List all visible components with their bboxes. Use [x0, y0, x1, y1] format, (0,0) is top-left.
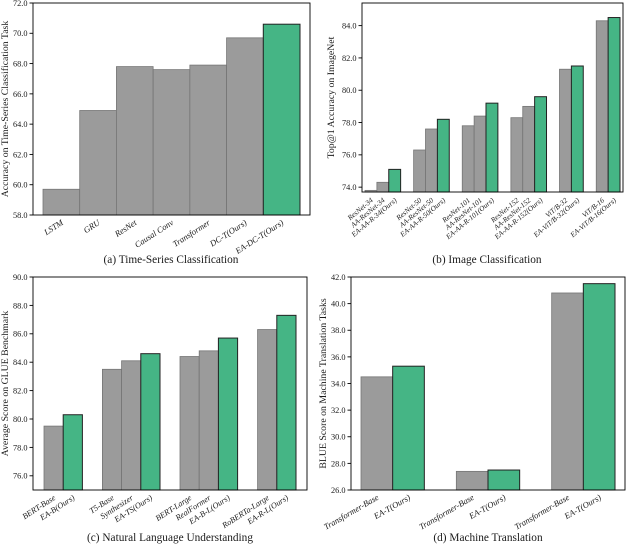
bar-aa-resnet-101: [473, 115, 487, 193]
bar-ea-aa-r-101-ours-: [485, 102, 499, 193]
bar-ea-aa-r-34-ours-: [388, 168, 402, 193]
chart-d-svg: 26.0 28.0 30.0 32.0 34.0 36.0 38.0 40.0 42.0 BLUE…: [318, 273, 626, 532]
y-tick-label: 88.0: [13, 301, 28, 310]
y-tick-label: 80.0: [13, 415, 28, 424]
y-tick-label: 80.0: [342, 86, 357, 95]
y-axis-label: Average Score on GLUE Benchmark: [0, 311, 11, 457]
bar-ea-t-ours-: [392, 365, 425, 491]
bar-vit-b-32: [559, 68, 572, 193]
y-tick-label: 84.0: [342, 22, 357, 31]
y-tick-label: 90.0: [13, 274, 28, 282]
bar-dc-t-ours-: [226, 37, 264, 216]
y-tick-label: 26.0: [331, 486, 346, 495]
bar-causal-conv: [152, 69, 191, 216]
bar-lstm: [42, 188, 81, 216]
bar-ea-b-l-ours-: [217, 337, 239, 491]
y-tick-label: 82.0: [13, 387, 28, 396]
chart-machine-translation: 26.0 28.0 30.0 32.0 34.0 36.0 38.0 40.0 42.0 BLUE…: [315, 273, 630, 548]
y-axis-label: Accuracy on Time-Series Classification T…: [0, 21, 11, 198]
y-tick-label: 34.0: [331, 379, 346, 388]
y-tick-label: 78.0: [342, 118, 357, 127]
chart-c-svg: 76.0 78.0 80.0 82.0 84.0 86.0 88.0 90.0 Average …: [0, 273, 308, 531]
bar-roberta-large: [257, 329, 278, 491]
chart-nlu-caption: (c) Natural Language Understanding: [87, 532, 253, 544]
y-tick-label: 42.0: [331, 274, 346, 282]
y-tick-label: 78.0: [13, 443, 28, 452]
y-axis-label: BLUE Score on Machine Translation Tasks: [318, 298, 329, 468]
y-tick-label: 38.0: [331, 326, 346, 335]
y-tick-label: 74.0: [342, 183, 357, 192]
bar-ea-aa-r-50-ours-: [436, 118, 450, 193]
y-tick-label: 84.0: [13, 358, 28, 367]
bar-aa-resnet-50: [425, 128, 438, 193]
chart-nlu: 76.0 78.0 80.0 82.0 84.0 86.0 88.0 90.0 Average …: [0, 273, 315, 548]
bar-ea-t-ours-: [582, 283, 616, 491]
bar-aa-resnet-34: [376, 181, 390, 193]
bar-bert-base: [43, 425, 64, 491]
bar-resnet: [116, 66, 154, 216]
x-tick-label: GRU: [82, 217, 103, 235]
y-tick-label: 60.0: [13, 181, 28, 190]
chart-nlu-plot: 76.0 78.0 80.0 82.0 84.0 86.0 88.0 90.0 Average …: [0, 273, 315, 548]
y-tick-label: 76.0: [13, 472, 28, 481]
y-tick-label: 68.0: [13, 59, 28, 68]
axes-frame: [32, 2, 311, 216]
bar-ea-t-ours-: [487, 469, 521, 491]
y-tick-label: 62.0: [13, 150, 28, 159]
bar-synthesizer: [121, 360, 142, 491]
y-tick-label: 40.0: [331, 300, 346, 309]
x-tick-label: ResNet: [112, 217, 139, 239]
bar-transformer-base: [360, 376, 394, 491]
bar-resnet-101: [461, 125, 475, 193]
axes-frame: [32, 276, 308, 491]
bar-realformer: [198, 350, 219, 491]
y-tick-label: 64.0: [13, 120, 28, 129]
y-tick-label: 76.0: [342, 151, 357, 160]
chart-image-classification: 74.0 76.0 78.0 80.0 82.0 84.0 Top@1 Accuracy o…: [315, 0, 630, 274]
chart-image-classification-caption: (b) Image Classification: [432, 254, 542, 266]
y-tick-label: 70.0: [13, 29, 28, 38]
y-axis-label: Top@1 Accuracy on ImageNet: [326, 36, 337, 158]
bar-ea-dc-t-ours-: [262, 23, 301, 216]
bar-aa-resnet-152: [522, 105, 536, 193]
chart-image-classification-plot: 74.0 76.0 78.0 80.0 82.0 84.0 Top@1 Accuracy o…: [315, 0, 630, 274]
chart-time-series: 58.0 60.0 62.0 64.0 66.0 68.0 70.0 72.0 Accuracy…: [0, 0, 315, 274]
y-tick-label: 32.0: [331, 406, 346, 415]
bar-ea-b-ours-: [62, 414, 83, 491]
chart-time-series-plot: 58.0 60.0 62.0 64.0 66.0 68.0 70.0 72.0 Accuracy…: [0, 0, 315, 274]
bar-t5-base: [102, 368, 123, 491]
bar-gru: [79, 110, 117, 216]
axes-frame: [361, 2, 624, 193]
y-tick-label: 58.0: [13, 211, 28, 220]
chart-machine-translation-caption: (d) Machine Translation: [433, 532, 543, 544]
chart-machine-translation-plot: 26.0 28.0 30.0 32.0 34.0 36.0 38.0 40.0 42.0 BLUE…: [315, 273, 630, 548]
bar-ea-r-l-ours-: [276, 314, 297, 491]
bar-resnet-152: [510, 117, 524, 193]
bar-vit-b-16: [595, 20, 609, 193]
bar-transformer: [189, 64, 227, 216]
y-tick-label: 86.0: [13, 330, 28, 339]
y-tick-label: 36.0: [331, 353, 346, 362]
chart-time-series-caption: (a) Time-Series Classification: [103, 254, 239, 266]
y-tick-label: 28.0: [331, 459, 346, 468]
bar-transformer-base: [455, 470, 489, 491]
bar-ea-ts-ours-: [140, 353, 161, 491]
y-tick-label: 82.0: [342, 54, 357, 63]
chart-b-svg: 74.0 76.0 78.0 80.0 82.0 84.0 Top@1 Accuracy o…: [326, 2, 624, 242]
bar-bert-large: [179, 356, 200, 491]
y-tick-label: 30.0: [331, 433, 346, 442]
x-tick-label: Causal Conv: [133, 217, 176, 250]
x-tick-label: LSTM: [41, 217, 65, 238]
y-tick-label: 66.0: [13, 90, 28, 99]
x-tick-label: Transformer: [171, 217, 213, 249]
y-tick-label: 72.0: [13, 0, 28, 8]
chart-a-svg: 58.0 60.0 62.0 64.0 66.0 68.0 70.0 72.0 Accuracy…: [0, 0, 311, 256]
bar-ea-vit-b-16-ours-: [607, 17, 621, 193]
bar-ea-aa-r-152-ours-: [534, 96, 548, 193]
bar-ea-vit-b-32-ours-: [570, 65, 584, 193]
bar-transformer-base: [551, 292, 584, 491]
bar-resnet-50: [413, 149, 426, 193]
